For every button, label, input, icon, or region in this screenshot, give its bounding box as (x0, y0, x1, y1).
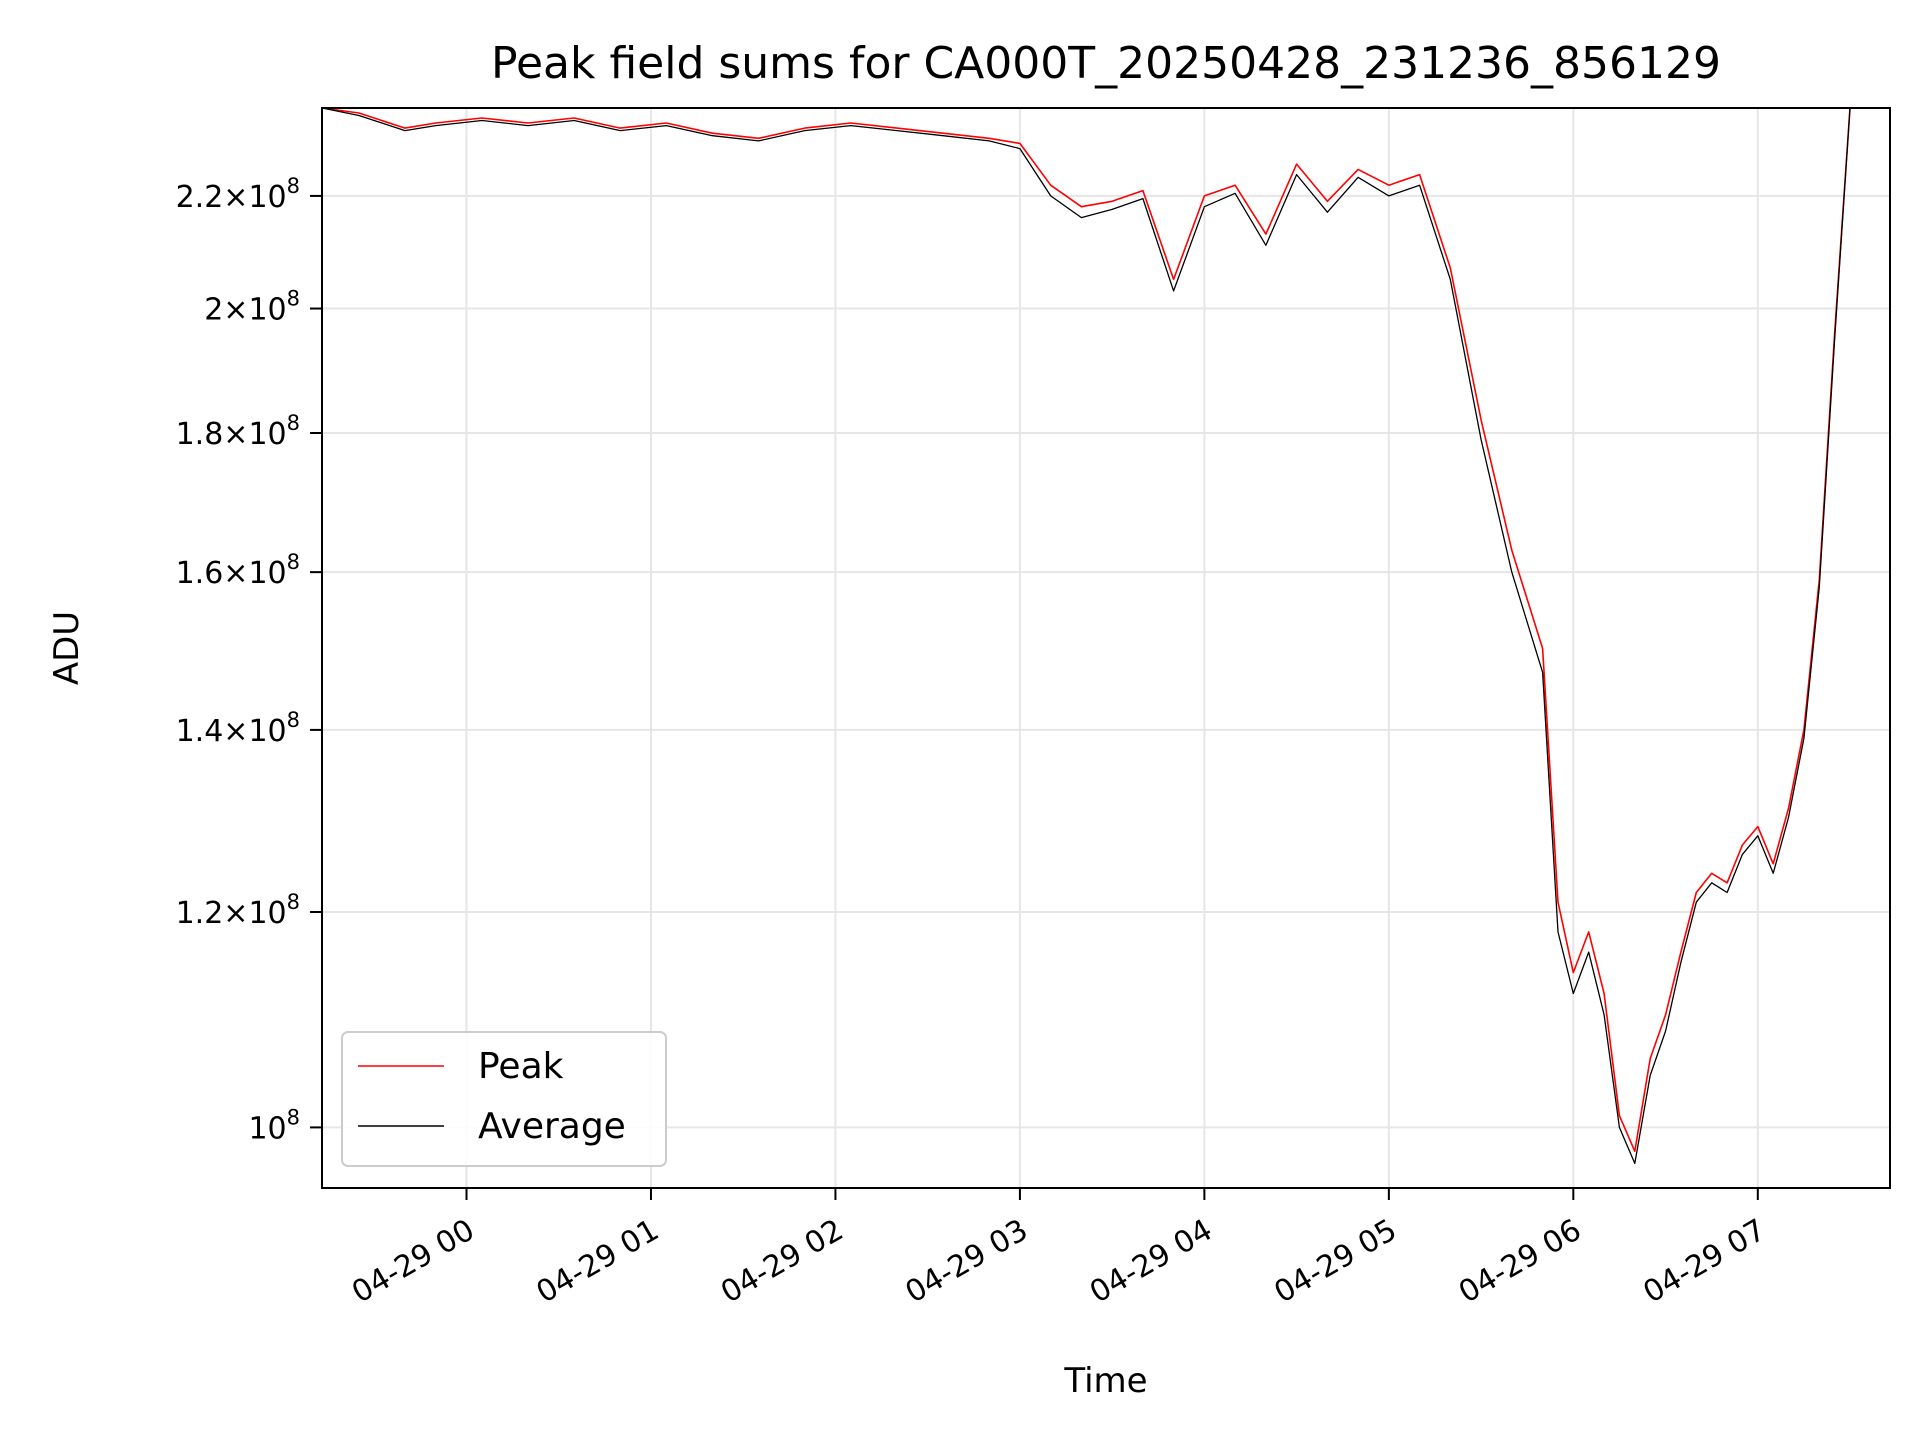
x-axis-label: Time (1063, 1361, 1147, 1401)
legend-label-average: Average (478, 1106, 626, 1147)
y-axis-label: ADU (47, 611, 87, 685)
series-line-peak (322, 108, 1851, 1153)
y-tick-label: 1.2×108 (176, 890, 300, 931)
legend: Peak Average (341, 1031, 667, 1167)
plot-frame (321, 107, 1891, 1189)
y-tick-label: 108 (248, 1105, 300, 1146)
series-layer (322, 108, 1851, 1165)
chart-title: Peak field sums for CA000T_20250428_2312… (491, 38, 1721, 89)
y-tick-label: 2.2×108 (176, 174, 300, 215)
y-tick-label: 2×108 (204, 287, 300, 328)
series-line-average (322, 108, 1851, 1165)
legend-label-peak: Peak (478, 1046, 564, 1087)
y-tick-label: 1.6×108 (176, 550, 300, 591)
y-tick-label: 1.4×108 (176, 708, 300, 749)
y-tick-label: 1.8×108 (176, 411, 300, 452)
